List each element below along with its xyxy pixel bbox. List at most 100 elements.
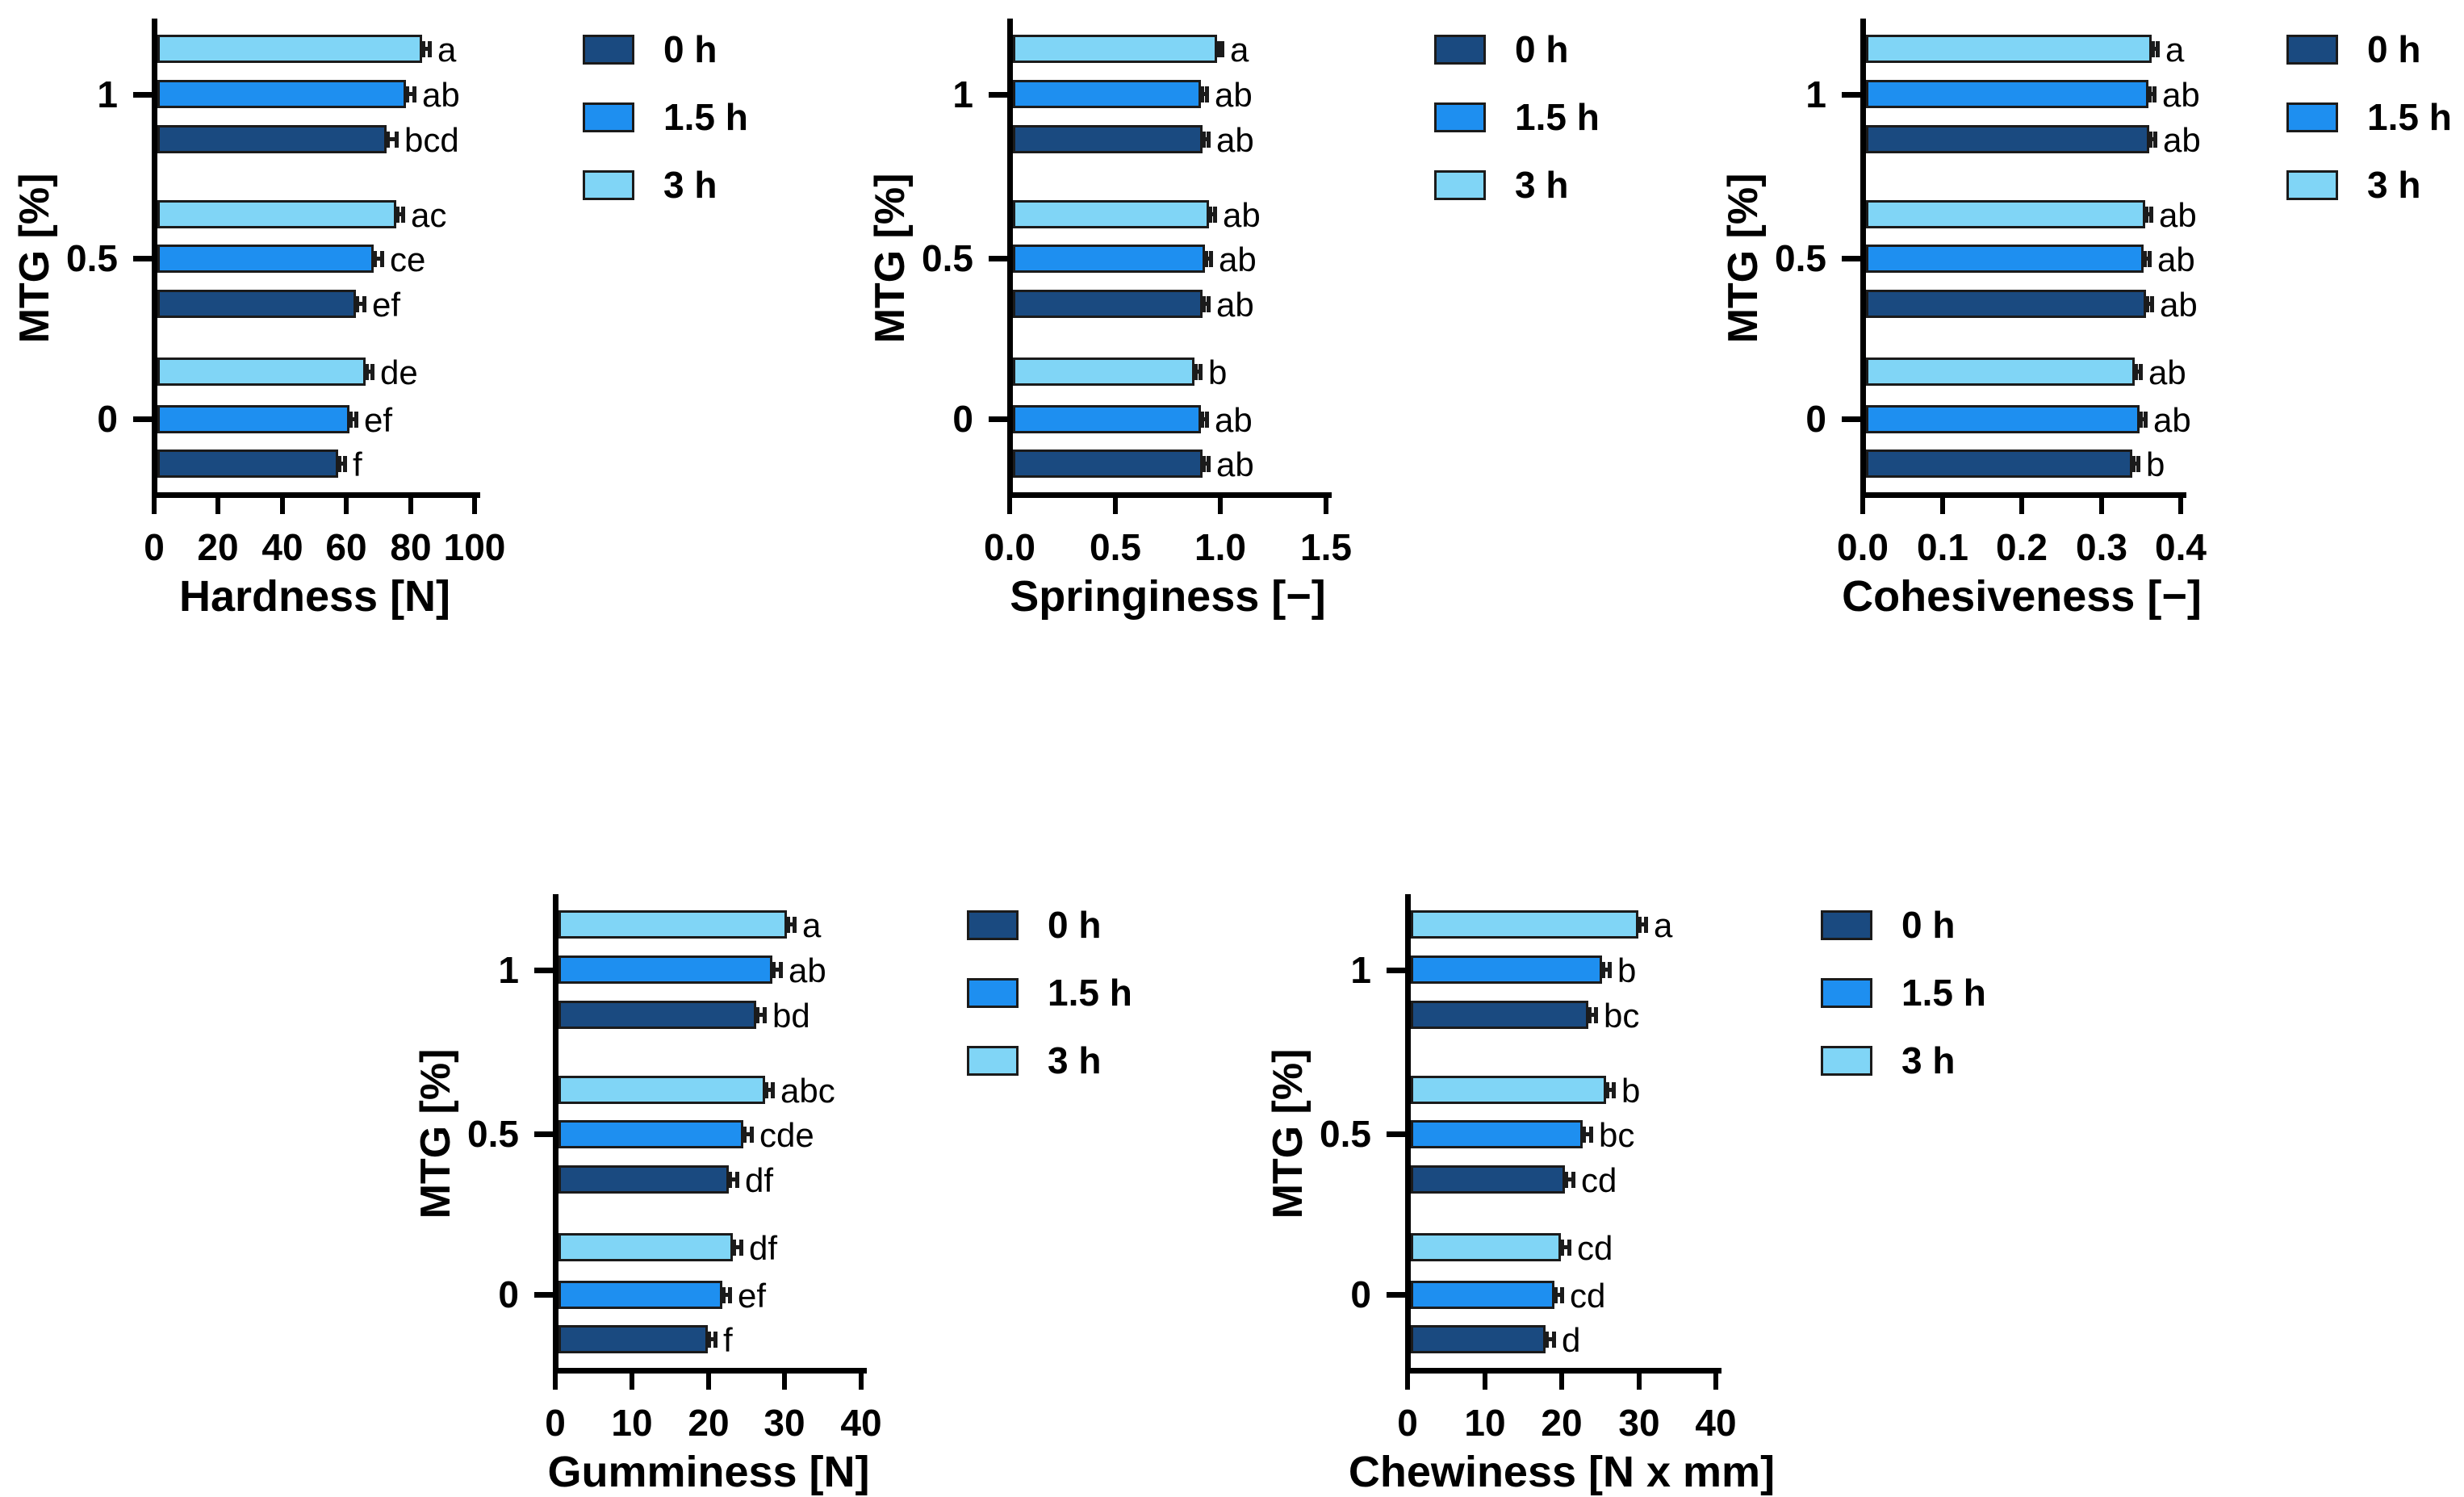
springiness-bar-15h-mtg0 xyxy=(1013,405,1201,433)
gumminess-x-axis xyxy=(553,1368,867,1374)
cohesiveness-error-cap-right xyxy=(2156,41,2160,57)
gumminess-error-cap-left xyxy=(756,1007,759,1023)
hardness-legend-label: 3 h xyxy=(663,164,717,206)
springiness-sig-letter: ab xyxy=(1219,240,1257,278)
springiness-sig-letter: ab xyxy=(1215,76,1253,114)
cohesiveness-error-cap-right xyxy=(2153,132,2157,148)
cohesiveness-error-cap-left xyxy=(2140,412,2143,428)
springiness-sig-letter: ab xyxy=(1216,445,1254,483)
cohesiveness-error-cap-right xyxy=(2136,456,2140,472)
hardness-x-tick-label: 20 xyxy=(197,526,239,568)
hardness-bar-0h-mtg0 xyxy=(157,450,338,478)
chewiness-legend-swatch-15h xyxy=(1821,978,1872,1008)
springiness-sig-letter: b xyxy=(1208,353,1228,391)
springiness-y-tick xyxy=(989,416,1007,422)
springiness-error-cap-right xyxy=(1209,251,1213,267)
gumminess-bar-15h-mtg0.5 xyxy=(558,1120,743,1148)
cohesiveness-error-cap-right xyxy=(2148,251,2152,267)
chewiness-error-whisker xyxy=(1581,1132,1591,1136)
hardness-x-tick-label: 0 xyxy=(144,526,165,568)
chewiness-error-cap-left xyxy=(1561,1240,1564,1256)
hardness-y-tick xyxy=(133,256,152,261)
gumminess-bar-3h-mtg0.5 xyxy=(558,1076,765,1104)
cohesiveness-x-axis-title: Cohesiveness [−] xyxy=(1842,572,2202,621)
gumminess-x-axis-title: Gumminess [N] xyxy=(547,1448,870,1496)
chewiness-error-cap-right xyxy=(1571,1172,1575,1188)
chewiness-error-cap-right xyxy=(1608,962,1612,978)
chewiness-error-cap-right xyxy=(1589,1127,1593,1143)
gumminess-y-axis xyxy=(553,894,558,1374)
hardness-error-cap-left xyxy=(406,86,409,102)
hardness-error-cap-left xyxy=(338,456,341,472)
chewiness-x-tick xyxy=(1637,1374,1642,1390)
chewiness-error-whisker xyxy=(1600,968,1610,972)
gumminess-error-cap-left xyxy=(729,1172,732,1188)
hardness-x-axis xyxy=(152,492,480,498)
chewiness-error-cap-right xyxy=(1567,1240,1571,1256)
hardness-error-whisker xyxy=(404,92,414,96)
cohesiveness-x-tick-label: 0.4 xyxy=(2155,526,2207,568)
springiness-legend-label: 3 h xyxy=(1515,164,1569,206)
hardness-legend-swatch-0h xyxy=(583,35,634,65)
gumminess-y-tick-label: 0 xyxy=(498,1273,519,1315)
cohesiveness-x-tick xyxy=(2178,498,2183,514)
cohesiveness-bar-3h-mtg1 xyxy=(1866,35,2152,63)
springiness-legend-swatch-0h xyxy=(1434,35,1486,65)
springiness-x-tick-label: 0.0 xyxy=(984,526,1035,568)
cohesiveness-bar-0h-mtg0 xyxy=(1866,450,2132,478)
hardness-y-tick-label: 0 xyxy=(97,398,118,440)
gumminess-bar-15h-mtg1 xyxy=(558,955,772,984)
chewiness-y-tick xyxy=(1387,968,1405,973)
gumminess-x-tick xyxy=(553,1374,558,1390)
chewiness-error-cap-left xyxy=(1546,1332,1549,1348)
springiness-y-tick xyxy=(989,256,1007,261)
chewiness-x-axis xyxy=(1405,1368,1721,1374)
cohesiveness-sig-letter: ab xyxy=(2162,76,2200,114)
gumminess-x-tick-label: 20 xyxy=(688,1402,730,1444)
springiness-bar-3h-mtg0 xyxy=(1013,358,1194,386)
chewiness-legend-swatch-0h xyxy=(1821,910,1872,940)
cohesiveness-legend-swatch-15h xyxy=(2286,102,2338,132)
hardness-y-axis xyxy=(152,19,157,498)
hardness-x-tick xyxy=(344,498,349,514)
chewiness-sig-letter: d xyxy=(1562,1321,1581,1359)
hardness-y-tick-label: 0.5 xyxy=(66,237,118,279)
hardness-sig-letter: ef xyxy=(364,401,393,439)
hardness-legend-label: 0 h xyxy=(663,28,717,70)
gumminess-x-tick xyxy=(630,1374,634,1390)
chewiness-x-tick-label: 10 xyxy=(1464,1402,1506,1444)
hardness-error-cap-right xyxy=(428,41,432,57)
hardness-bar-0h-mtg1 xyxy=(157,125,387,153)
gumminess-x-tick xyxy=(782,1374,787,1390)
chewiness-bar-0h-mtg0 xyxy=(1411,1325,1546,1353)
gumminess-error-whisker xyxy=(755,1013,764,1017)
gumminess-error-cap-left xyxy=(733,1240,736,1256)
hardness-error-cap-right xyxy=(370,364,374,380)
gumminess-error-cap-right xyxy=(728,1287,732,1303)
chewiness-bar-15h-mtg1 xyxy=(1411,955,1602,984)
chewiness-x-tick-label: 0 xyxy=(1397,1402,1418,1444)
springiness-x-axis-title: Springiness [−] xyxy=(1010,572,1326,621)
springiness-sig-letter: ab xyxy=(1216,286,1254,324)
springiness-x-axis xyxy=(1007,492,1332,498)
hardness-error-cap-left xyxy=(366,364,369,380)
hardness-error-whisker xyxy=(372,257,382,261)
cohesiveness-bar-15h-mtg1 xyxy=(1866,80,2148,108)
cohesiveness-error-cap-right xyxy=(2144,412,2148,428)
gumminess-bar-3h-mtg1 xyxy=(558,910,787,939)
cohesiveness-x-tick-label: 0.0 xyxy=(1837,526,1889,568)
hardness-error-cap-right xyxy=(395,132,399,148)
chewiness-sig-letter: a xyxy=(1654,906,1673,944)
gumminess-x-tick xyxy=(859,1374,864,1390)
hardness-error-cap-left xyxy=(422,41,425,57)
cohesiveness-bar-3h-mtg0.5 xyxy=(1866,200,2145,228)
hardness-bar-0h-mtg0.5 xyxy=(157,290,356,318)
hardness-error-cap-right xyxy=(343,456,347,472)
chewiness-bar-0h-mtg0.5 xyxy=(1411,1165,1565,1194)
cohesiveness-y-tick xyxy=(1842,92,1860,98)
gumminess-bar-0h-mtg0.5 xyxy=(558,1165,729,1194)
chewiness-legend-swatch-3h xyxy=(1821,1046,1872,1076)
chewiness-x-tick xyxy=(1713,1374,1718,1390)
springiness-error-cap-left xyxy=(1203,456,1206,472)
hardness-x-tick-label: 80 xyxy=(390,526,432,568)
